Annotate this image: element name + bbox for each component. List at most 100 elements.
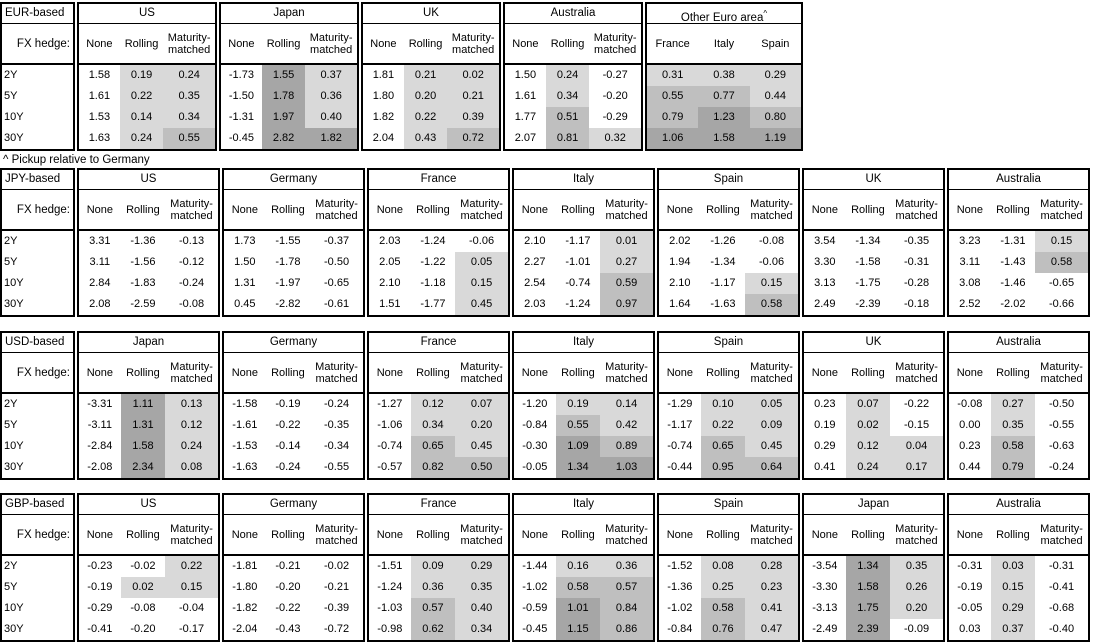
table-row-10y: 0.29 0.12 0.04: [804, 436, 943, 457]
column-header-row: France Italy Spain: [647, 24, 801, 65]
value-cell: 0.22: [403, 107, 448, 128]
value-cell: 0.34: [455, 619, 508, 640]
column-header-row: None Rolling Maturity-matched: [949, 353, 1088, 394]
column-header-maturity-matched: Maturity-matched: [460, 197, 503, 222]
table-row-5y: 2.05 -1.22 0.05: [369, 252, 508, 273]
value-cell: 0.17: [890, 457, 943, 478]
value-cell: 3.31: [89, 235, 111, 247]
value-cell: -2.08: [87, 461, 113, 473]
value-cell: 0.45: [455, 436, 508, 457]
value-cell: -1.06: [377, 419, 403, 431]
column-header-rolling: Rolling: [266, 37, 301, 50]
column-header-maturity-matched: Maturity-matched: [460, 522, 503, 547]
table-row-5y: 3.11 -1.56 -0.12: [79, 252, 218, 273]
value-cell: -1.02: [667, 602, 693, 614]
table-row-5y: 1.50 -1.78 -0.50: [224, 252, 363, 273]
column-header-rolling: Rolling: [561, 528, 595, 541]
table-row-30y: 2.52 -2.02 -0.66: [949, 294, 1088, 315]
value-cell: 0.02: [845, 415, 891, 436]
value-cell: -1.31: [1000, 235, 1026, 247]
country-group-italy: Italy None Rolling Maturity-matched 2.10 -1.1…: [512, 168, 655, 317]
value-cell: 0.97: [600, 294, 653, 315]
value-cell: -1.44: [522, 560, 548, 572]
value-cell: 0.50: [455, 457, 508, 478]
value-cell: 1.51: [379, 298, 401, 310]
table-row-2y: 1.81 0.21 0.02: [363, 65, 499, 86]
value-cell: -1.31: [228, 111, 254, 123]
table-row-5y: -1.06 0.34 0.20: [369, 415, 508, 436]
value-cell: 1.80: [372, 90, 395, 102]
column-header-rolling: Rolling: [126, 528, 160, 541]
value-cell: 0.55: [647, 86, 699, 107]
value-cell: -0.06: [469, 235, 495, 247]
column-header-none: None: [86, 203, 113, 216]
table-row-10y: -0.74 0.65 0.45: [659, 436, 798, 457]
value-cell: -0.61: [324, 298, 350, 310]
column-header-none: None: [512, 37, 539, 50]
label-column: GBP-based FX hedge: 2Y 5Y 10Y 30Y: [0, 493, 75, 642]
column-header-row: None Rolling Maturity-matched: [659, 190, 798, 231]
table-row-5y: -3.11 1.31 0.12: [79, 415, 218, 436]
country-group-spain: Spain None Rolling Maturity-matched -1.52 0.0…: [657, 493, 800, 642]
column-header-row: None Rolling Maturity-matched: [79, 515, 218, 556]
country-header: US: [79, 4, 215, 24]
value-cell: 0.34: [545, 86, 590, 107]
value-cell: 0.12: [410, 394, 456, 415]
value-cell: 0.58: [1035, 252, 1088, 273]
country-header: Japan: [804, 495, 943, 515]
table-row-5y: -1.36 0.25 0.23: [659, 577, 798, 598]
value-cell: -0.21: [275, 560, 301, 572]
value-cell: 0.12: [845, 436, 891, 457]
value-cell: -1.29: [667, 398, 693, 410]
value-cell: 1.61: [514, 90, 537, 102]
table-row-10y: 1.31 -1.97 -0.65: [224, 273, 363, 294]
value-cell: 0.09: [745, 415, 798, 436]
column-header-none: None: [666, 366, 693, 379]
value-cell: 0.23: [814, 398, 836, 410]
column-header-maturity-matched: Maturity-matched: [895, 197, 938, 222]
value-cell: -0.29: [602, 111, 628, 123]
table-row-10y: 1.77 0.51 -0.29: [505, 107, 641, 128]
table-row-30y: -0.84 0.76 0.47: [659, 619, 798, 640]
value-cell: -0.35: [324, 419, 350, 431]
table-row-10y: -1.31 1.97 0.40: [221, 107, 357, 128]
table-row-2y: 1.50 0.24 -0.27: [505, 65, 641, 86]
value-cell: 0.81: [545, 128, 590, 149]
value-cell: -0.50: [1049, 398, 1075, 410]
value-cell: 2.03: [524, 298, 546, 310]
country-group-us: US None Rolling Maturity-matched 1.58 0.19 0.2…: [77, 2, 217, 151]
table-row-30y: -0.05 1.34 1.03: [514, 457, 653, 478]
column-header-maturity-matched: Maturity-matched: [170, 197, 213, 222]
value-cell: -0.30: [522, 440, 548, 452]
value-cell: 0.41: [814, 461, 836, 473]
column-header-maturity-matched: Maturity-matched: [460, 360, 503, 385]
value-cell: 0.80: [749, 107, 801, 128]
value-cell: -1.17: [565, 235, 591, 247]
value-cell: 1.50: [234, 256, 256, 268]
value-cell: 0.02: [447, 65, 499, 86]
table-row-5y: 0.19 0.02 -0.15: [804, 415, 943, 436]
table-row-10y: 1.53 0.14 0.34: [79, 107, 215, 128]
table-row-30y: 2.08 -2.59 -0.08: [79, 294, 218, 315]
fx-hedge-label: FX hedge:: [16, 528, 70, 541]
value-cell: 0.08: [165, 457, 218, 478]
table-row-2y: -0.23 -0.02 0.22: [79, 556, 218, 577]
value-cell: 2.08: [89, 298, 111, 310]
value-cell: 0.01: [600, 231, 653, 252]
country-header: US: [79, 495, 218, 515]
value-cell: 2.03: [379, 235, 401, 247]
column-header-row: None Rolling Maturity-matched: [505, 24, 641, 65]
column-header-row: None Rolling Maturity-matched: [369, 515, 508, 556]
table-row-2y: 0.31 0.38 0.29: [647, 65, 801, 86]
value-cell: -2.39: [855, 298, 881, 310]
value-cell: -0.09: [904, 623, 930, 635]
column-header-maturity-matched: Maturity-matched: [593, 31, 637, 56]
column-header-none: None: [811, 203, 838, 216]
table-row-5y: -1.02 0.58 0.57: [514, 577, 653, 598]
fx-hedge-row: FX hedge:: [2, 353, 73, 394]
column-header-rolling: Rolling: [561, 203, 595, 216]
table-row-30y: 0.41 0.24 0.17: [804, 457, 943, 478]
maturity-row-label: 2Y: [4, 398, 18, 410]
fx-hedge-label: FX hedge:: [16, 37, 70, 50]
